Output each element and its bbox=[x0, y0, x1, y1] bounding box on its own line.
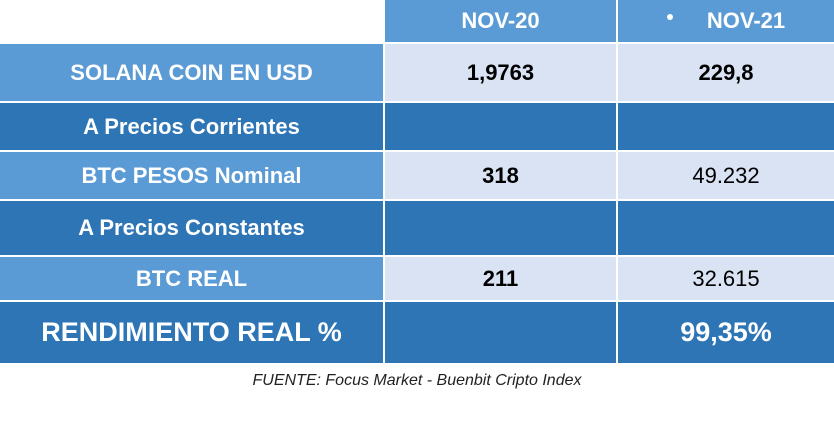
row-label-btc-real: BTC REAL bbox=[0, 257, 385, 302]
header-corner bbox=[0, 0, 385, 44]
cell-corrientes-nov20 bbox=[385, 103, 618, 152]
cell-constantes-nov21 bbox=[618, 201, 834, 257]
row-label-precios-corrientes: A Precios Corrientes bbox=[0, 103, 385, 152]
cell-constantes-nov20 bbox=[385, 201, 618, 257]
row-label-rendimiento-real: RENDIMIENTO REAL % bbox=[0, 302, 385, 365]
cell-btc-real-nov21: 32.615 bbox=[618, 257, 834, 302]
row-label-solana: SOLANA COIN EN USD bbox=[0, 44, 385, 103]
column-header-nov20: NOV-20 bbox=[385, 0, 618, 44]
bullet-icon bbox=[666, 14, 673, 20]
row-label-btc-pesos-nominal: BTC PESOS Nominal bbox=[0, 152, 385, 201]
cell-btc-nominal-nov21: 49.232 bbox=[618, 152, 834, 201]
data-table: NOV-20 NOV-21 SOLANA COIN EN USD 1,9763 … bbox=[0, 0, 834, 365]
cell-corrientes-nov21 bbox=[618, 103, 834, 152]
column-header-nov21: NOV-21 bbox=[618, 0, 834, 44]
cell-rendimiento-nov21: 99,35% bbox=[618, 302, 834, 365]
cell-btc-real-nov20: 211 bbox=[385, 257, 618, 302]
cell-rendimiento-nov20 bbox=[385, 302, 618, 365]
column-header-nov21-label: NOV-21 bbox=[706, 8, 786, 33]
cell-btc-nominal-nov20: 318 bbox=[385, 152, 618, 201]
row-label-precios-constantes: A Precios Constantes bbox=[0, 201, 385, 257]
cell-solana-nov20: 1,9763 bbox=[385, 44, 618, 103]
source-caption: FUENTE: Focus Market - Buenbit Cripto In… bbox=[252, 372, 582, 389]
cell-solana-nov21: 229,8 bbox=[618, 44, 834, 103]
